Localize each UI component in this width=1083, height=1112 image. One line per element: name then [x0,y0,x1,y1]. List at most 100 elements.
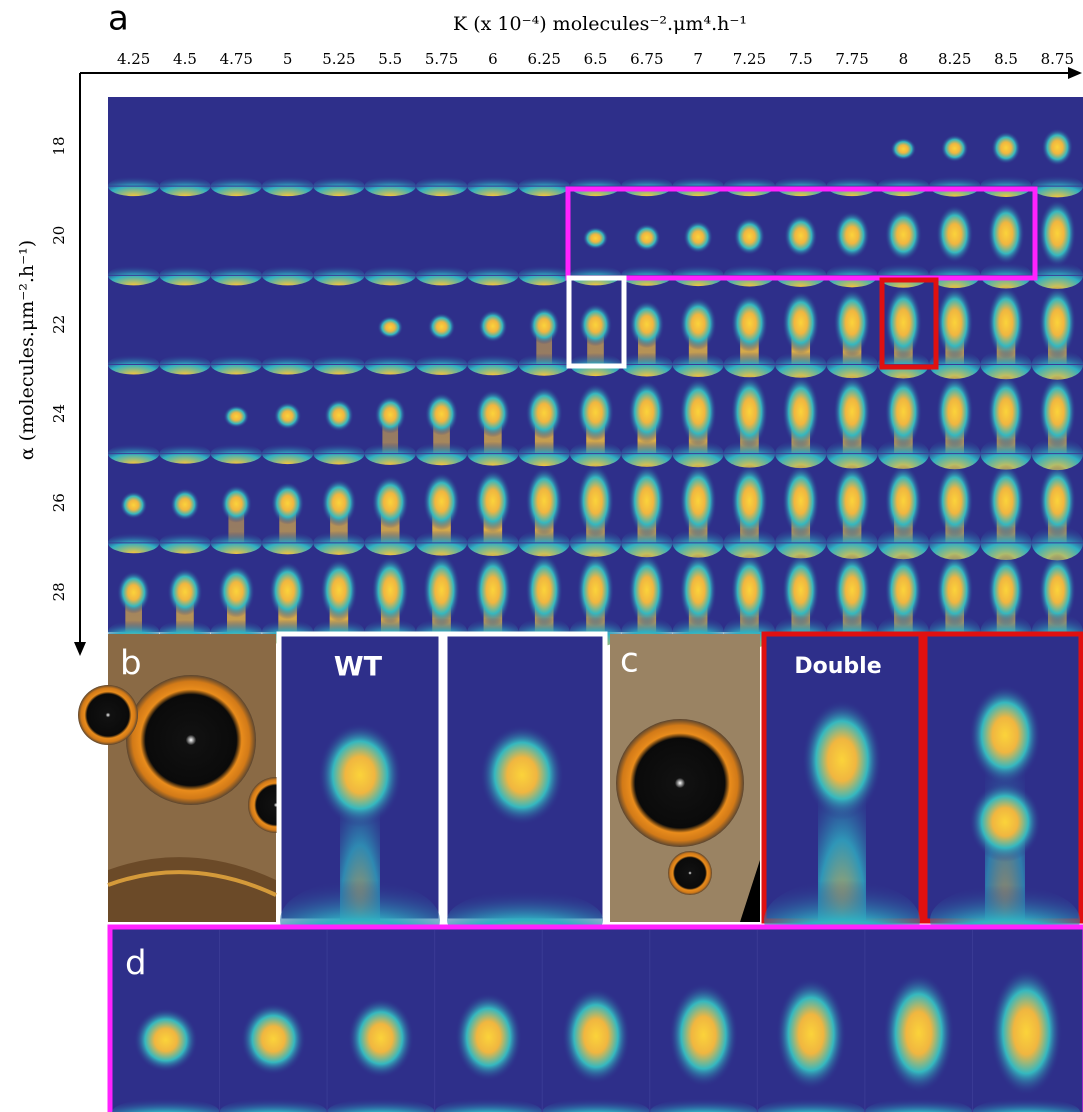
x-tick-label: 7.5 [789,50,813,68]
spot [348,998,414,1078]
spot [680,464,717,537]
x-tick-label: 7 [693,50,703,68]
spot [782,375,819,448]
spot [269,562,306,620]
spot [577,383,614,441]
spot [633,224,661,251]
spot [372,556,409,624]
spot [425,393,458,436]
spot [526,554,563,627]
x-tick-label: 8.5 [994,50,1018,68]
x-tick-label: 6.5 [584,50,608,68]
x-tick-label: 8 [899,50,909,68]
spot [221,485,252,523]
spot [271,482,304,525]
x-tick-label: 6.75 [630,50,663,68]
spot [223,405,249,427]
spot [428,313,456,340]
spot [936,375,973,448]
spot [375,396,406,434]
spot [526,467,563,535]
spot [423,554,460,627]
spot [731,375,768,448]
spot [782,464,819,537]
eyespot [126,675,256,805]
spot [991,132,1020,164]
spot [167,568,202,616]
y-tick-label: 28 [50,582,68,601]
x-tick-label: 8.25 [938,50,971,68]
spot [1039,199,1076,267]
spot [834,375,871,448]
x-axis-label: K (x 10⁻⁴) molecules⁻².μm⁴.h⁻¹ [453,13,747,35]
spot [170,488,199,520]
spot [583,227,609,249]
spot [577,554,614,627]
spot [969,685,1041,785]
spot [1039,375,1076,448]
x-tick-label: 5 [283,50,293,68]
spot [629,301,664,349]
spot [834,211,869,259]
spot [1039,286,1076,359]
panel-letter: c [620,641,639,681]
spot [579,304,612,347]
eyespot [78,685,138,745]
spot [987,202,1024,265]
y-tick-label: 18 [50,136,68,155]
spot [731,554,768,627]
x-tick-label: 6.25 [527,50,560,68]
spot [321,479,356,527]
panel-d: d [110,927,1083,1112]
spot [987,286,1024,359]
panel-b: b WT [78,634,605,960]
spot [784,214,817,257]
spot [936,205,973,263]
spot [936,286,973,359]
x-tick-label: 7.75 [835,50,868,68]
spot [987,375,1024,448]
spot [526,387,563,440]
y-tick-label: 26 [50,493,68,512]
spot [274,402,302,429]
spot [423,473,460,531]
spot [834,464,871,537]
spot [885,286,922,359]
y-tick-label: 24 [50,404,68,423]
spot [241,1003,306,1075]
x-tick-label: 5.5 [378,50,402,68]
spot [990,968,1062,1096]
spot [834,289,871,357]
spot [669,983,738,1087]
arrowhead [1068,67,1082,79]
x-tick-label: 4.5 [173,50,197,68]
spot [885,375,922,448]
spot [120,491,148,518]
panel-letter: a [108,0,129,39]
spot [683,221,712,253]
spot [474,470,511,533]
spot [731,464,768,537]
x-tick-label: 6 [488,50,498,68]
spot [134,1008,198,1072]
x-tick-label: 7.25 [733,50,766,68]
spot [474,554,511,627]
spot [562,988,630,1084]
spot [577,464,614,537]
spot [324,399,353,431]
spot [628,554,665,627]
spot [734,218,765,256]
arrowhead [74,642,86,656]
spot [776,978,846,1090]
spot [941,135,969,162]
spot [731,294,768,352]
y-axis-label: α (molecules.μm⁻².h⁻¹) [16,240,38,460]
spot [969,782,1041,862]
spot [318,723,402,827]
panel-letter: b [120,644,142,684]
spot [377,316,403,338]
spot [372,476,409,529]
x-tick-label: 4.25 [117,50,150,68]
x-tick-label: 8.75 [1041,50,1074,68]
spot [883,973,954,1093]
